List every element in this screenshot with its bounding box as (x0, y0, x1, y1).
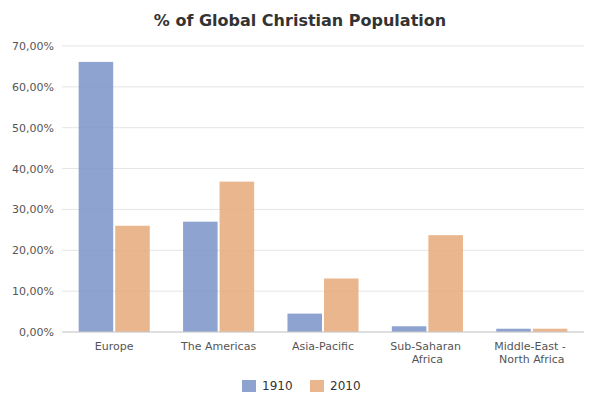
grid-line (62, 332, 584, 333)
x-tick-label: Middle-East - North Africa (494, 340, 569, 366)
bars (79, 62, 568, 332)
bar (183, 222, 218, 332)
x-axis-line (62, 332, 584, 333)
y-tick-label: 40,00% (12, 163, 54, 176)
bar (115, 226, 150, 332)
title: % of Global Christian Population (154, 11, 446, 30)
grid (62, 46, 584, 332)
chart: % of Global Christian Population 0,00% 10,… (0, 0, 600, 408)
x-tick-label: Sub-Saharan Africa (390, 340, 464, 366)
y-tick-label: 60,00% (12, 81, 54, 94)
y-tick-label: 0,00% (19, 326, 54, 339)
grid-line (62, 46, 584, 47)
bar (220, 182, 255, 332)
legend-swatch (310, 380, 324, 392)
y-tick-label: 30,00% (12, 203, 54, 216)
grid-line (62, 168, 584, 169)
x-tick-label: Asia-Pacific (292, 340, 354, 353)
legend: 1910 2010 (242, 379, 361, 393)
bar (324, 278, 359, 332)
grid-line (62, 127, 584, 128)
bar (79, 62, 114, 332)
legend-label: 2010 (330, 379, 361, 393)
x-tick-label: Europe (95, 340, 134, 353)
bar (392, 326, 427, 332)
bar (287, 314, 322, 332)
legend-label: 1910 (262, 379, 293, 393)
x-tick-label: The Americas (180, 340, 256, 353)
chart-container: % of Global Christian Population 0,00% 10,… (0, 0, 600, 408)
y-tick-label: 20,00% (12, 244, 54, 257)
grid-line (62, 209, 584, 210)
y-tick-label: 50,00% (12, 122, 54, 135)
y-tick-label: 70,00% (12, 40, 54, 53)
legend-swatch (242, 380, 256, 392)
y-tick-label: 10,00% (12, 285, 54, 298)
grid-line (62, 86, 584, 87)
bar (428, 235, 463, 332)
